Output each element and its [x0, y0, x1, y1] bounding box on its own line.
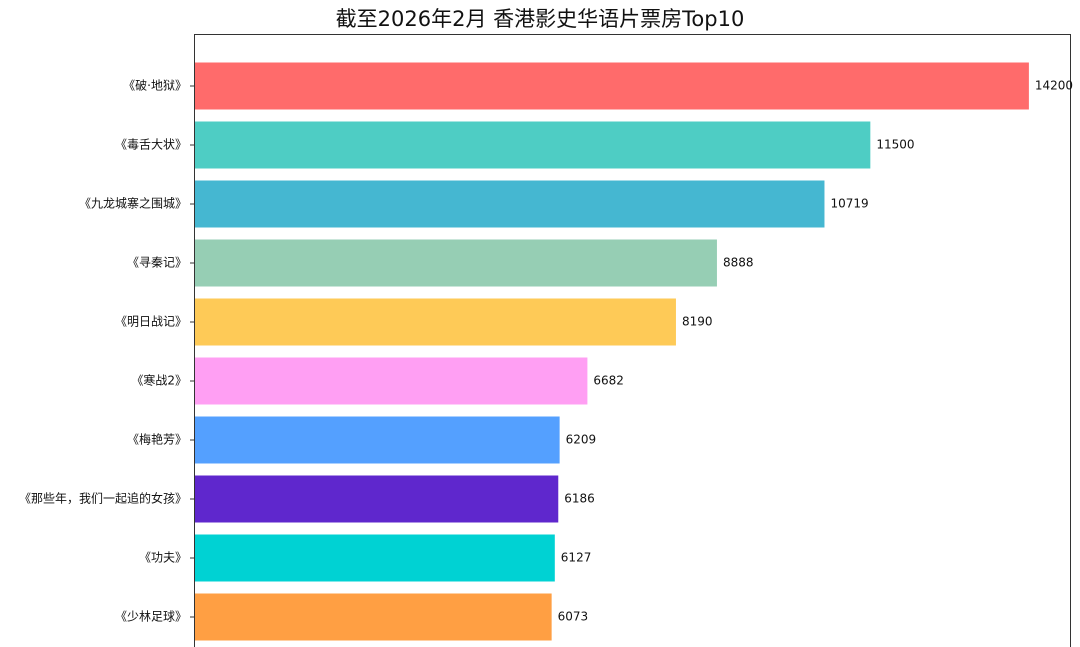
bar-value-label: 6186 [564, 492, 595, 506]
bar-3 [195, 180, 825, 228]
bar-value-label: 6127 [561, 551, 592, 565]
bar-2 [195, 121, 871, 169]
bar-value-label: 14200 [1035, 79, 1073, 93]
y-tick-label: 《明日战记》 [115, 315, 187, 329]
y-tick-label: 《梅艳芳》 [127, 432, 187, 447]
y-tick-label: 《毒舌大状》 [115, 138, 187, 152]
bar-7 [195, 416, 560, 464]
y-tick-label: 《那些年，我们一起追的女孩》 [19, 491, 187, 506]
bar-9 [195, 534, 555, 582]
bar-value-label: 8888 [723, 256, 754, 270]
bar-value-label: 6682 [593, 374, 624, 388]
bar-4 [195, 239, 717, 287]
y-tick-label: 《破·地狱》 [123, 78, 187, 93]
bar-value-label: 6209 [566, 433, 597, 447]
bar-value-label: 10719 [830, 197, 868, 211]
bars-layer [195, 62, 1029, 641]
y-tick-label: 《少林足球》 [115, 610, 187, 624]
bar-1 [195, 62, 1029, 110]
y-tick-label: 《寒战2》 [131, 373, 187, 388]
bar-5 [195, 298, 676, 346]
y-tick-label: 《九龙城寨之围城》 [79, 196, 187, 211]
bar-8 [195, 475, 559, 523]
bar-value-label: 11500 [876, 138, 914, 152]
bar-6 [195, 357, 588, 405]
y-tick-label: 《功夫》 [139, 551, 187, 565]
bar-10 [195, 593, 552, 641]
bar-value-label: 8190 [682, 315, 713, 329]
labels-layer: 《破·地狱》 14200 《毒舌大状》 11500 《九龙城寨之围城》 10719 《寻秦记… [19, 78, 1073, 624]
plot-area-frame [194, 34, 1071, 647]
y-tick-label: 《寻秦记》 [127, 256, 187, 270]
bar-value-label: 6073 [558, 610, 589, 624]
chart-title: 截至2026年2月 香港影史华语片票房Top10 [335, 7, 745, 31]
